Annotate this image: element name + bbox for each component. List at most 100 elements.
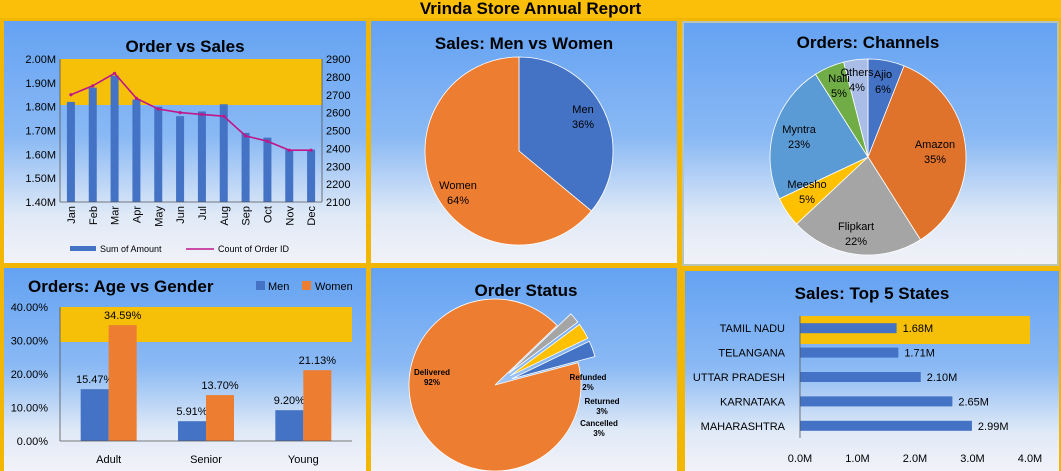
point-order-oct (265, 139, 270, 143)
chart-title: Sales: Top 5 States (795, 284, 950, 303)
slice-amazon (867, 65, 967, 241)
data-label-men-senior: 5.91% (176, 406, 207, 418)
slice-value-nalli: 5% (831, 88, 847, 100)
legend-swatch-women (302, 281, 311, 290)
bar-men-young (275, 410, 304, 441)
slice-label-women: Women (439, 180, 477, 192)
x-tick-label: Feb (88, 206, 100, 225)
panel-order-vs-sales[interactable]: Order vs Sales 1.40M 1.50M 1.60M 1.70M 1.80M 1… (4, 21, 366, 263)
slice-refunded (508, 313, 579, 374)
x-tick-label: 0.0M (788, 453, 812, 465)
data-label-men-adult: 15.47% (76, 374, 114, 386)
bar-amount-apr (132, 99, 141, 202)
x-tick-label: 4.0M (1018, 453, 1042, 465)
x-tick-label: Nov (284, 206, 296, 226)
point-order-may (156, 107, 160, 111)
point-order-jun (178, 111, 182, 115)
slice-label-cancelled: Cancelled (580, 419, 618, 428)
chart-orders-age-gender: Orders: Age vs Gender Men Women 0.00% 10.00%… (11, 277, 353, 466)
panel-order-status[interactable]: Order Status Delivered 92% Refunded 2% Return… (371, 268, 677, 471)
point-order-sep (243, 134, 248, 138)
point-order-dec (309, 148, 313, 152)
slice-women (424, 56, 592, 246)
y-left-tick-label: 2.00M (25, 54, 56, 66)
slice-value-others: 4% (849, 82, 865, 94)
slice-label-amazon: Amazon (915, 139, 955, 151)
data-label-men-young: 9.20% (274, 395, 305, 407)
panel-sales-men-women[interactable]: Sales: Men vs Women Men 36% Women 64% (371, 21, 677, 263)
y-tick-label: 20.00% (11, 369, 49, 381)
y-right-tick-label: 2800 (326, 72, 350, 84)
chart-title: Orders: Age vs Gender (28, 277, 214, 296)
chart-sales-men-women: Sales: Men vs Women Men 36% Women 64% (424, 34, 614, 246)
y-right-tick-label: 2100 (326, 197, 350, 209)
y-left-tick-label: 1.50M (25, 173, 56, 185)
plot-band (60, 59, 322, 105)
slice-value-refunded: 2% (582, 383, 594, 392)
y-right-tick-label: 2400 (326, 143, 350, 155)
x-tick-label: Jan (66, 206, 78, 224)
slice-value-men: 36% (572, 119, 594, 131)
bar-women-young (303, 370, 332, 441)
y-right-tick-label: 2500 (326, 126, 350, 138)
panel-sales-top-states[interactable]: Sales: Top 5 States 0.0M 1.0M 2.0M 3.0M 4.0M T… (685, 271, 1059, 471)
y-tick-label: 40.00% (11, 302, 49, 314)
y-left-tick-label: 1.70M (25, 126, 56, 138)
bar-uttar-pradesh (800, 372, 921, 382)
bar-amount-aug (219, 104, 228, 202)
bar-amount-jan (66, 101, 75, 202)
y-tick-label: 30.00% (11, 336, 49, 348)
bar-amount-may (154, 106, 163, 202)
slice-label-flipkart: Flipkart (838, 221, 874, 233)
bar-women-senior (206, 395, 234, 441)
bar-amount-mar (110, 75, 119, 202)
y-tick-label: TELANGANA (718, 348, 785, 360)
chart-title: Sales: Men vs Women (435, 34, 613, 53)
panel-orders-channels[interactable]: Orders: Channels Ajio 6% Amazon 35% Flipkart 2… (682, 21, 1059, 266)
bar-maharashtra (800, 420, 972, 431)
y-right-tick-label: 2900 (326, 54, 350, 66)
bar-amount-jul (197, 111, 206, 202)
bar-women-adult (108, 325, 137, 441)
x-tick-label: Jun (175, 206, 187, 224)
y-tick-label: 0.00% (17, 436, 48, 448)
y-tick-label: TAMIL NADU (720, 323, 785, 335)
y-tick-label: MAHARASHTRA (701, 421, 786, 433)
panel-orders-age-gender[interactable]: Orders: Age vs Gender Men Women 0.00% 10.00%… (4, 268, 366, 471)
bar-amount-feb (88, 87, 97, 202)
bar-men-senior (178, 421, 206, 441)
bar-tamil-nadu (800, 323, 897, 334)
x-tick-label: Apr (131, 206, 143, 223)
chart-title: Orders: Channels (797, 33, 940, 52)
line-order-count (70, 72, 312, 151)
data-label-uttar-pradesh: 2.10M (927, 372, 958, 384)
point-order-nov (287, 148, 291, 152)
y-tick-label: KARNATAKA (720, 396, 786, 408)
chart-sales-top-states: Sales: Top 5 States 0.0M 1.0M 2.0M 3.0M 4.0M T… (693, 284, 1042, 465)
x-tick-label: 1.0M (845, 453, 869, 465)
legend-swatch-men (256, 281, 265, 290)
x-tick-label: Adult (96, 454, 121, 466)
y-right-tick-label: 2200 (326, 179, 350, 191)
slice-value-returned: 3% (596, 407, 608, 416)
slice-value-cancelled: 3% (593, 429, 605, 438)
data-label-women-senior: 13.70% (201, 380, 239, 392)
y-right-tick-label: 2600 (326, 108, 350, 120)
data-label-karnataka: 2.65M (958, 396, 989, 408)
slice-delivered (408, 298, 582, 471)
slice-label-men: Men (572, 104, 593, 116)
slice-value-myntra: 23% (788, 139, 810, 151)
bar-amount-nov (285, 149, 294, 202)
y-left-tick-label: 1.90M (25, 78, 56, 90)
slice-cancelled (511, 340, 596, 380)
data-label-women-young: 21.13% (299, 355, 337, 367)
y-tick-label: UTTAR PRADESH (693, 372, 785, 384)
slice-returned (510, 323, 589, 377)
slice-label-meesho: Meesho (787, 179, 826, 191)
slice-value-women: 64% (447, 195, 469, 207)
point-order-jan (69, 93, 73, 97)
x-tick-label: Oct (262, 206, 274, 223)
y-right-tick-label: 2300 (326, 161, 350, 173)
slice-label-others: Others (840, 67, 874, 79)
slice-value-ajio: 6% (875, 84, 891, 96)
